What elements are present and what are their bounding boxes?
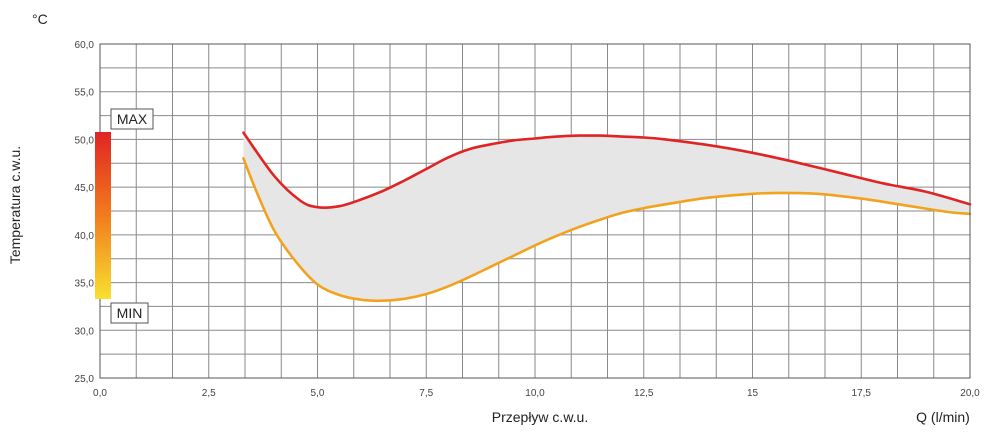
x-tick-label: 17,5 <box>852 388 872 399</box>
x-tick-label: 15 <box>747 388 759 399</box>
scale-gradient-bar <box>95 132 111 299</box>
x-unit-label: Q (l/min) <box>916 409 970 425</box>
y-tick-label: 30,0 <box>75 326 95 337</box>
x-axis-title: Przepływ c.w.u. <box>492 409 588 425</box>
y-tick-label: 35,0 <box>75 279 95 290</box>
y-tick-label: 25,0 <box>75 374 95 385</box>
min-marker-label: MIN <box>117 305 143 321</box>
series-line-min <box>242 157 972 303</box>
max-marker-label: MAX <box>117 111 148 127</box>
y-tick-label: 55,0 <box>75 88 95 99</box>
y-tick-label: 50,0 <box>75 135 95 146</box>
max-marker-box <box>110 108 154 130</box>
x-tick-labels: 0,0 2,5 5,0 7,5 10,0 12,5 15 17,5 20,0 <box>93 388 980 399</box>
x-tick-label: 20,0 <box>960 388 980 399</box>
x-tick-label: 0,0 <box>93 388 107 399</box>
y-tick-label: 60,0 <box>75 40 95 51</box>
x-tick-label: 10,0 <box>525 388 545 399</box>
y-unit-label: °C <box>32 11 48 27</box>
y-tick-labels: 25,0 30,0 35,0 40,0 45,0 50,0 55,0 60,0 <box>75 40 95 385</box>
y-axis-title: Temperatura c.w.u. <box>7 146 23 264</box>
min-marker-box <box>110 302 149 324</box>
x-tick-label: 5,0 <box>311 388 325 399</box>
x-tick-label: 7,5 <box>419 388 433 399</box>
series-line-max <box>242 131 972 209</box>
series-lines <box>242 131 972 303</box>
y-tick-label: 45,0 <box>75 183 95 194</box>
x-tick-label: 2,5 <box>202 388 216 399</box>
x-tick-label: 12,5 <box>634 388 654 399</box>
y-tick-label: 40,0 <box>75 231 95 242</box>
temperature-scale: MAX MIN <box>95 108 154 324</box>
